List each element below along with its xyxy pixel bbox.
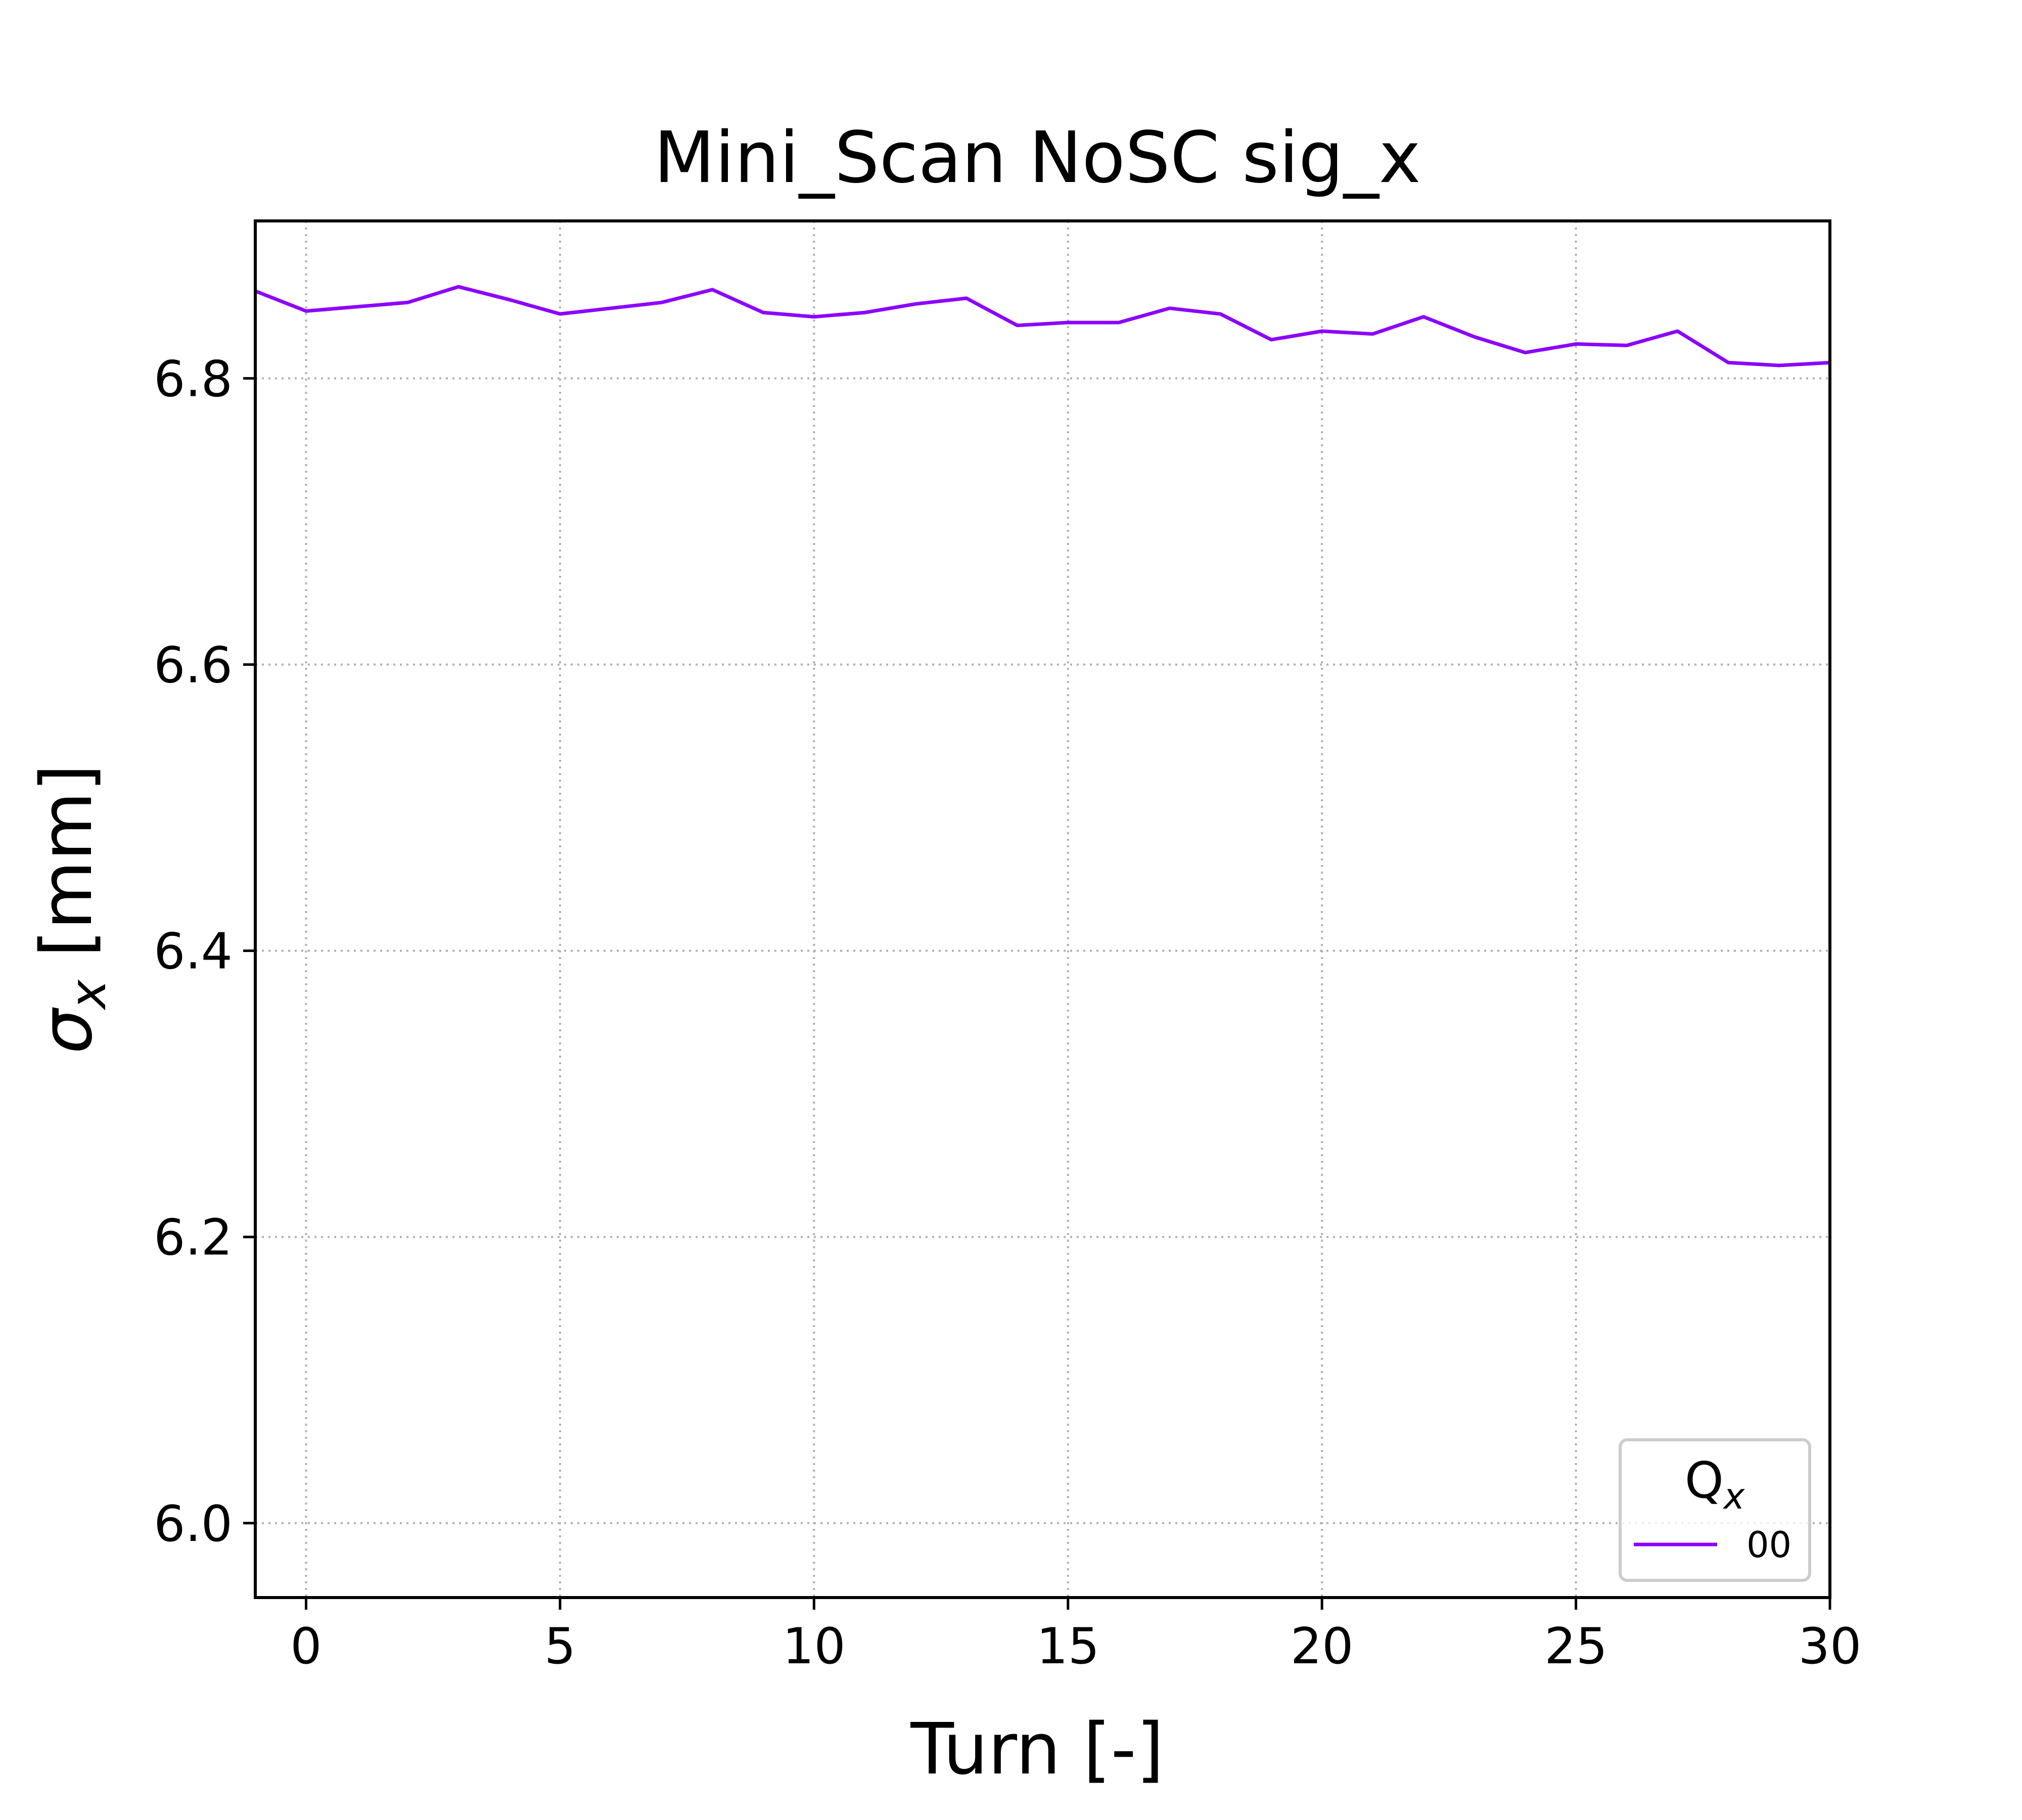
- legend-title-subscript: x: [1723, 1476, 1745, 1517]
- legend-title-main: Q: [1685, 1452, 1724, 1510]
- chart-title: Mini_Scan NoSC sig_x: [654, 117, 1420, 199]
- series-line-00: [254, 285, 1830, 368]
- y-tick-label: 6.6: [154, 636, 233, 694]
- x-tick-label: 25: [1544, 1618, 1607, 1675]
- x-axis-label: Turn [-]: [910, 1708, 1164, 1791]
- x-tick-label: 10: [783, 1618, 846, 1675]
- legend-label-00: 00: [1747, 1524, 1791, 1566]
- y-axis-label-symbol: σ: [26, 1007, 108, 1054]
- x-tick-label: 20: [1291, 1618, 1354, 1675]
- x-tick-label: 0: [290, 1618, 321, 1675]
- x-tick-label: 30: [1799, 1618, 1862, 1675]
- x-tick-label: 15: [1036, 1618, 1099, 1675]
- plot-frame: [254, 219, 1831, 1599]
- y-axis-label: σx [mm]: [26, 764, 117, 1054]
- y-tick-label: 6.2: [154, 1209, 233, 1267]
- y-tick-label: 6.0: [154, 1495, 233, 1553]
- legend-title: Qx: [1685, 1452, 1745, 1517]
- y-axis-ticks: 6.0 6.2 6.4 6.6 6.8: [154, 350, 255, 1553]
- y-axis-label-subscript: x: [60, 979, 117, 1011]
- x-axis-ticks: 0 5 10 15 20 25 30: [290, 1598, 1861, 1675]
- legend: Qx 00: [1619, 1438, 1811, 1582]
- y-axis-label-unit: [mm]: [26, 764, 108, 980]
- y-tick-label: 6.8: [154, 350, 233, 408]
- series-layer: [254, 285, 1830, 368]
- y-tick-label: 6.4: [154, 923, 233, 981]
- x-tick-label: 5: [544, 1618, 576, 1675]
